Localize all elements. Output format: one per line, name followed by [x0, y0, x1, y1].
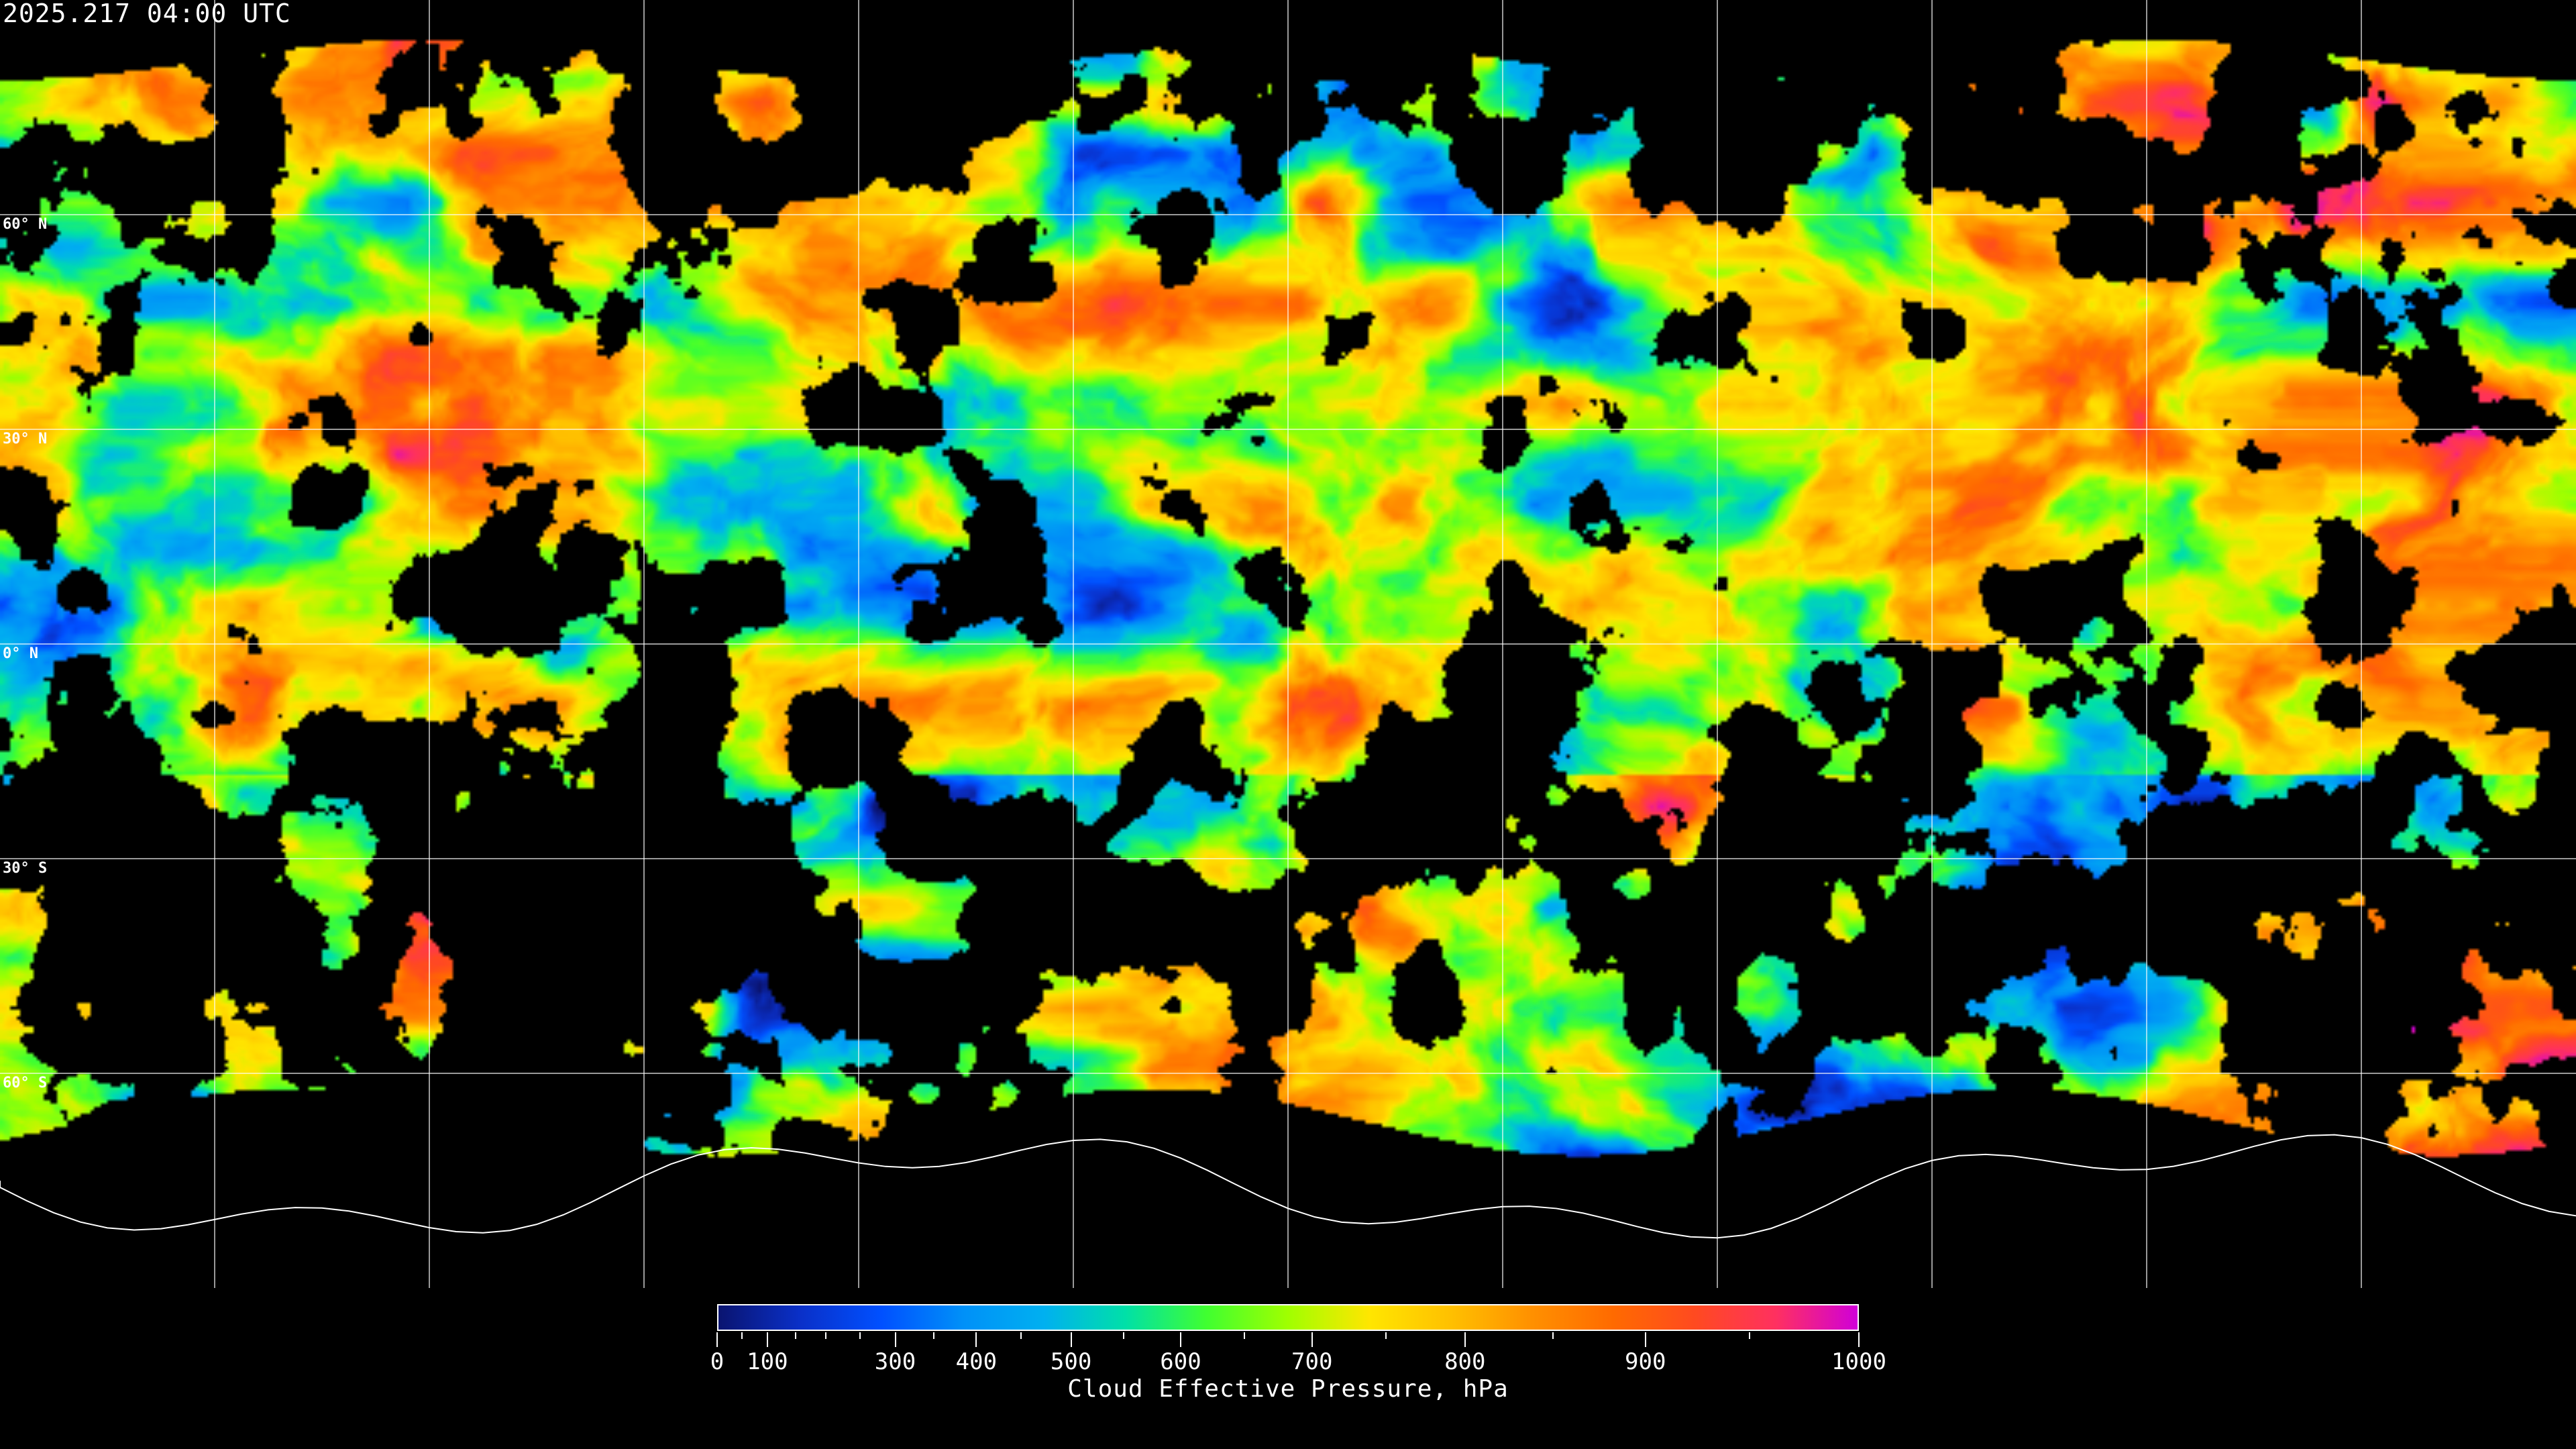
- colorbar-tick-label: 900: [1625, 1348, 1666, 1375]
- colorbar-minor-tick: [741, 1332, 743, 1339]
- colorbar-minor-tick: [1552, 1332, 1554, 1339]
- colorbar-minor-tick: [1122, 1332, 1124, 1339]
- colorbar-major-tick: [766, 1332, 768, 1347]
- colorbar-minor-tick: [859, 1332, 861, 1339]
- colorbar-major-tick: [1311, 1332, 1313, 1347]
- colorbar-major-tick: [1464, 1332, 1466, 1347]
- colorbar-tick-label: 1000: [1831, 1348, 1886, 1375]
- colorbar-tick-label: 700: [1291, 1348, 1333, 1375]
- colorbar-tick-label: 500: [1050, 1348, 1092, 1375]
- colorbar-minor-tick: [1385, 1332, 1387, 1339]
- lat-label-30s: 30° S: [3, 860, 48, 877]
- colorbar-minor-tick: [1748, 1332, 1750, 1339]
- colorbar-major-tick: [1858, 1332, 1860, 1347]
- colorbar-tick-label: 600: [1160, 1348, 1201, 1375]
- colorbar-tick-label: 0: [710, 1348, 724, 1375]
- colorbar-minor-tick: [795, 1332, 797, 1339]
- colorbar-major-tick: [1180, 1332, 1181, 1347]
- colorbar-minor-tick: [824, 1332, 826, 1339]
- timestamp-title: 2025.217 04:00 UTC: [3, 0, 291, 28]
- colorbar-major-tick: [1644, 1332, 1646, 1347]
- colorbar-major-tick: [894, 1332, 896, 1347]
- satellite-map: 2025.217 04:00 UTC 60° N 30° N 0° N 30° …: [0, 0, 2576, 1288]
- colorbar-minor-tick: [1020, 1332, 1022, 1339]
- colorbar-minor-tick: [1244, 1332, 1246, 1339]
- colorbar-major-tick: [1070, 1332, 1072, 1347]
- coastline: [0, 1134, 2576, 1239]
- colorbar-tick-label: 100: [747, 1348, 788, 1375]
- graticule: [0, 0, 2576, 1288]
- colorbar: [717, 1304, 1859, 1331]
- colorbar-ticks: 0 100 300 400 500 600 700 800 900 1000: [710, 1332, 1886, 1386]
- lat-label-60s: 60° S: [3, 1075, 48, 1091]
- colorbar-major-tick: [975, 1332, 977, 1347]
- lat-label-30n: 30° N: [3, 431, 48, 447]
- colorbar-title: Cloud Effective Pressure, hPa: [1067, 1375, 1509, 1403]
- colorbar-tick-label: 400: [955, 1348, 998, 1375]
- colorbar-tick-label: 800: [1444, 1348, 1486, 1375]
- lat-label-0n: 0° N: [3, 645, 38, 662]
- colorbar-tick-label: 300: [874, 1348, 916, 1375]
- colorbar-major-tick: [716, 1332, 718, 1347]
- colorbar-minor-tick: [933, 1332, 935, 1339]
- lat-label-60n: 60° N: [3, 216, 48, 233]
